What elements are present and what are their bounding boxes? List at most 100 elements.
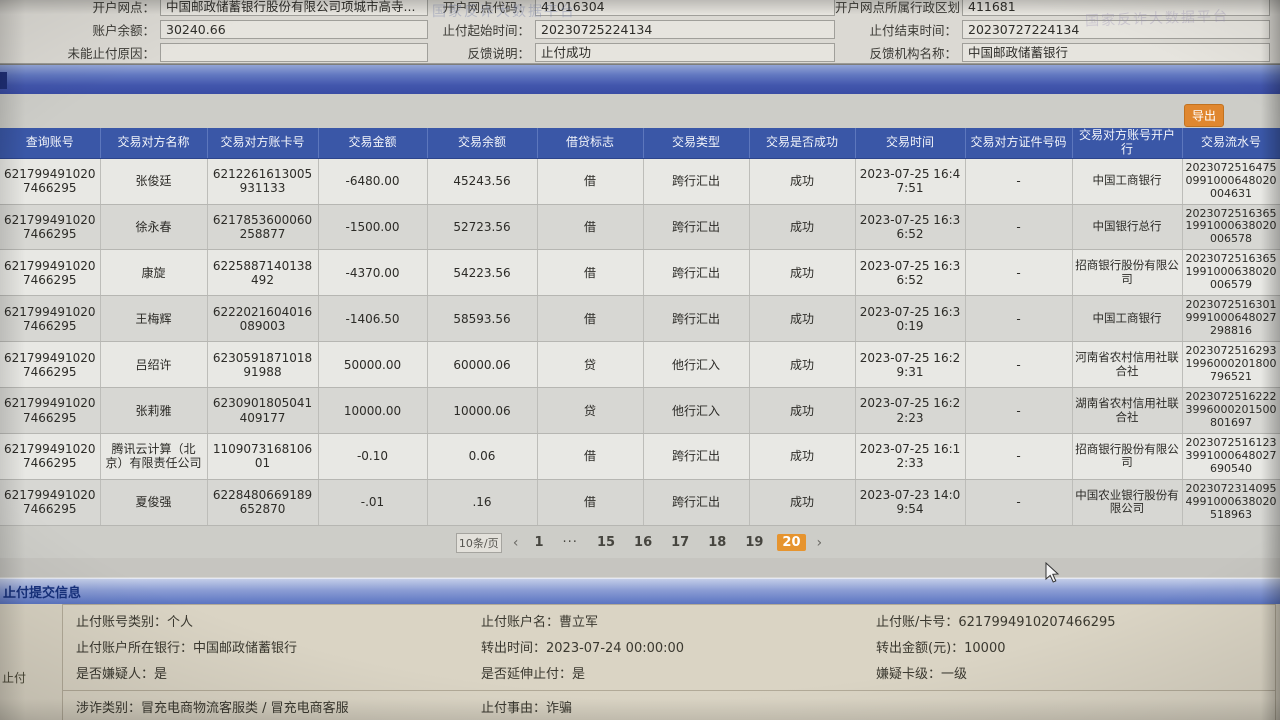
- cell-debit_credit: 借: [537, 249, 644, 297]
- pagination-pages: 1 ··· 15 16 17 18 19 20: [529, 534, 806, 552]
- cell-flow_no: 20230725163651991000638020006578: [1182, 204, 1280, 251]
- form-box: 止付账号类别：个人 止付账户名：曹立军 止付账/卡号：621799491020746…: [62, 603, 1276, 691]
- open-branch-value: 中国邮政储蓄银行股份有限公司项城市高寺...: [160, 0, 428, 16]
- branch-region-code-value: 411681: [962, 0, 1270, 16]
- cell-debit_credit: 借: [537, 433, 644, 480]
- cell-counterparty_name: 张俊廷: [100, 158, 208, 205]
- stop-fail-reason-label: 未能止付原因：: [67, 46, 155, 61]
- cell-amount: -.01: [318, 479, 428, 526]
- next-page-arrow[interactable]: ›: [816, 534, 823, 551]
- page-button-16[interactable]: 16: [634, 535, 653, 551]
- gap-strip: [0, 557, 1280, 578]
- cell-counterparty_card: 6217853600060258877: [207, 204, 319, 251]
- cell-counterparty_card: 6225887140138492: [207, 249, 319, 297]
- feedback-note-label: 反馈说明：: [467, 46, 530, 61]
- cell-txn_success: 成功: [749, 204, 856, 251]
- stop-account-bank-field: 止付账户所在银行：中国邮政储蓄银行: [76, 641, 298, 657]
- cell-counterparty_id: -: [965, 479, 1073, 526]
- cell-flow_no: 20230725162931996000201800796521: [1182, 341, 1280, 389]
- table-row: 6217994910207466295 徐永春 621785360006025887…: [0, 204, 1280, 251]
- cell-amount: -4370.00: [318, 249, 428, 297]
- cell-txn_success: 成功: [749, 433, 856, 480]
- cell-amount: 10000.00: [318, 387, 428, 435]
- cell-debit_credit: 贷: [537, 341, 644, 389]
- stop-account-name-field: 止付账户名：曹立军: [481, 615, 599, 631]
- cell-txn_time: 2023-07-25 16:47:51: [855, 158, 966, 205]
- cell-amount: -0.10: [318, 433, 428, 480]
- divider-left-notch: [0, 72, 7, 89]
- page-button-15[interactable]: 15: [596, 535, 616, 551]
- cell-amount: 50000.00: [318, 341, 428, 389]
- stop-start-time-label: 止付起始时间：: [442, 23, 530, 38]
- cell-txn_time: 2023-07-25 16:29:31: [855, 341, 966, 389]
- table-row: 6217994910207466295 夏俊强 622848066918965287…: [0, 479, 1280, 526]
- cell-flow_no: 20230725164750991000648020004631: [1182, 158, 1280, 205]
- cell-debit_credit: 贷: [537, 387, 644, 435]
- table-header-row: 查询账号 交易对方名称 交易对方账卡号 交易金额 交易余额 借贷标志 交易类型 交易是否成功交…: [0, 128, 1280, 159]
- page-button-17[interactable]: 17: [671, 535, 690, 551]
- column-header-counterparty_name: 交易对方名称: [100, 128, 208, 159]
- cell-counterparty_bank: 湖南省农村信用社联合社: [1072, 387, 1183, 435]
- cell-counterparty_bank: 中国农业银行股份有限公司: [1072, 479, 1183, 526]
- cell-counterparty_bank: 中国银行总行: [1072, 204, 1183, 251]
- cell-debit_credit: 借: [537, 295, 644, 343]
- stop-reason-field: 止付事由：诈骗: [481, 701, 573, 717]
- cell-counterparty_bank: 河南省农村信用社联合社: [1072, 341, 1183, 389]
- account-balance-label: 账户余额：: [92, 23, 155, 38]
- cell-query_account: 6217994910207466295: [0, 479, 101, 526]
- cell-query_account: 6217994910207466295: [0, 341, 101, 389]
- cell-txn_success: 成功: [749, 341, 856, 389]
- page-size-select[interactable]: 10条/页 ⌄: [455, 532, 502, 553]
- open-branch-label: 开户网点：: [92, 0, 155, 15]
- stop-end-time-value: 20230727224134: [962, 20, 1270, 39]
- account-info-grid: 开户网点： 中国邮政储蓄银行股份有限公司项城市高寺... 开户网点代码： 410163…: [0, 0, 1280, 63]
- column-header-txn_type: 交易类型: [643, 128, 750, 159]
- cell-txn_type: 跨行汇出: [643, 204, 750, 251]
- account-balance-value: 30240.66: [160, 20, 428, 39]
- form-group: 止付 止付账号类别：个人 止付账户名：曹立军 止付账/卡号：6217994910207…: [0, 603, 1280, 720]
- page-button-1[interactable]: 1: [534, 535, 544, 551]
- column-header-flow_no: 交易流水号: [1182, 128, 1280, 159]
- cell-balance: 58593.56: [427, 295, 538, 343]
- cell-txn_type: 跨行汇出: [643, 295, 750, 343]
- column-header-txn_time: 交易时间: [855, 128, 966, 159]
- branch-code-value: 41016304: [535, 0, 835, 16]
- cell-txn_time: 2023-07-25 16:30:19: [855, 295, 966, 343]
- cell-balance: .16: [427, 479, 538, 526]
- cell-txn_success: 成功: [749, 249, 856, 297]
- form-row: 止付账号类别：个人 止付账户名：曹立军 止付账/卡号：621799491020746…: [63, 608, 1275, 634]
- cell-counterparty_id: -: [965, 158, 1073, 205]
- cell-amount: -1500.00: [318, 204, 428, 251]
- page-button-19[interactable]: 19: [745, 535, 764, 551]
- cell-flow_no: 20230725163019991000648027298816: [1182, 295, 1280, 343]
- chevron-down-icon: ⌄: [500, 538, 501, 548]
- export-button[interactable]: 导出: [1183, 104, 1224, 127]
- cell-counterparty_name: 腾讯云计算（北京）有限责任公司: [100, 433, 208, 480]
- cell-counterparty_name: 徐永春: [100, 204, 208, 251]
- transfer-out-time-field: 转出时间：2023-07-24 00:00:00: [481, 641, 685, 657]
- table-row: 6217994910207466295 张莉雅 623090180504140917…: [0, 387, 1280, 435]
- column-header-counterparty_id: 交易对方证件号码: [965, 128, 1073, 159]
- pagination: 10条/页 ⌄ ‹ 1 ··· 15 16 17 18 19 20 ›: [0, 528, 1280, 558]
- cell-balance: 0.06: [427, 433, 538, 480]
- cell-counterparty_id: -: [965, 341, 1073, 389]
- prev-page-arrow[interactable]: ‹: [512, 534, 519, 551]
- cell-balance: 54223.56: [427, 249, 538, 297]
- cell-txn_time: 2023-07-25 16:36:52: [855, 204, 966, 251]
- page-button-20[interactable]: 20: [777, 534, 806, 552]
- cell-query_account: 6217994910207466295: [0, 295, 101, 343]
- cell-txn_type: 他行汇入: [643, 387, 750, 435]
- cell-counterparty_name: 吕绍许: [100, 341, 208, 389]
- feedback-note-value: 止付成功: [535, 43, 835, 62]
- cell-flow_no: 20230725162223996000201500801697: [1182, 387, 1280, 435]
- table-row: 6217994910207466295 吕绍许 623059187101891988…: [0, 341, 1280, 389]
- branch-region-code-label: 开户网点所属行政区划：: [835, 0, 973, 15]
- cell-balance: 60000.06: [427, 341, 538, 389]
- page-button-18[interactable]: 18: [708, 535, 727, 551]
- cell-counterparty_card: 623059187101891988: [207, 341, 319, 389]
- cell-txn_time: 2023-07-25 16:22:23: [855, 387, 966, 435]
- column-header-debit_credit: 借贷标志: [537, 128, 644, 159]
- cell-txn_success: 成功: [749, 295, 856, 343]
- table-row: 6217994910207466295 腾讯云计算（北京）有限责任公司 110907…: [0, 433, 1280, 480]
